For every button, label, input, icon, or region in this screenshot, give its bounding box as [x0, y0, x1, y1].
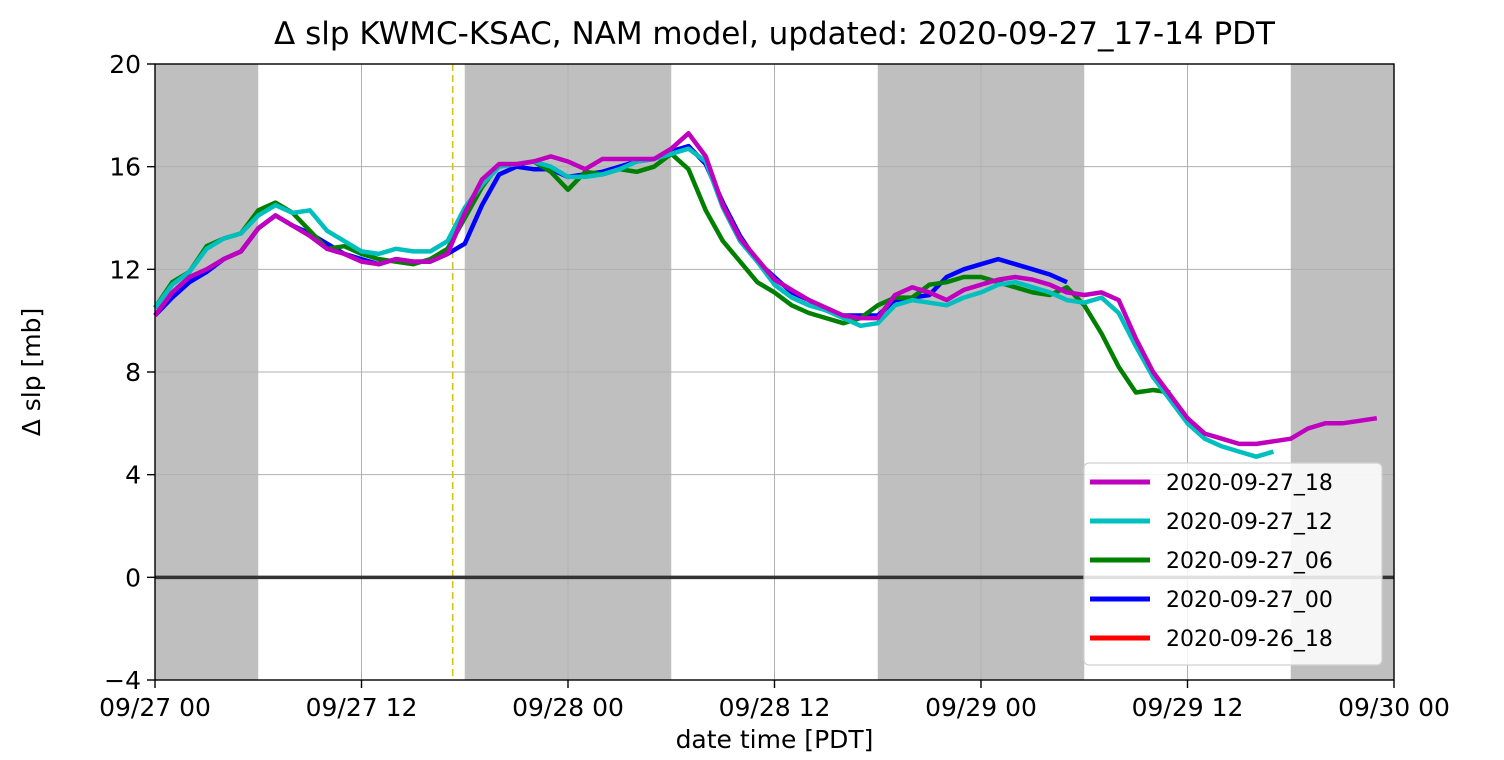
series-lines: [153, 131, 1378, 459]
chart-title: Δ slp KWMC-KSAC, NAM model, updated: 202…: [274, 16, 1276, 52]
y-tick-label: −4: [104, 666, 141, 695]
x-tick-label: 09/30 00: [1338, 693, 1450, 722]
legend: 2020-09-27_18 2020-09-27_12 2020-09-27_06 2…: [1083, 462, 1383, 666]
y-tick-label: 4: [125, 461, 141, 490]
series-line-2020-09-27_12: [153, 146, 1275, 459]
y-tick-label: 20: [109, 50, 141, 79]
series-line-2020-09-27_18: [153, 131, 1378, 447]
x-tick-label: 09/29 12: [1132, 693, 1244, 722]
legend-box: [1083, 462, 1383, 666]
x-tick-label: 09/28 12: [719, 693, 831, 722]
x-tick-label: 09/27 00: [99, 693, 211, 722]
x-tick-label: 09/28 00: [512, 693, 624, 722]
legend-label-2: 2020-09-27_06: [1166, 549, 1333, 574]
legend-label-4: 2020-09-26_18: [1166, 627, 1333, 652]
x-tick-label: 09/29 00: [925, 693, 1037, 722]
x-axis-label: date time [PDT]: [676, 725, 874, 754]
x-tick-label: 09/27 12: [306, 693, 418, 722]
legend-label-1: 2020-09-27_12: [1166, 510, 1333, 535]
legend-label-0: 2020-09-27_18: [1166, 471, 1333, 496]
y-tick-label: 8: [125, 358, 141, 387]
y-tick-label: 12: [109, 255, 141, 284]
legend-label-3: 2020-09-27_00: [1166, 588, 1333, 613]
y-tick-label: 0: [125, 563, 141, 592]
y-axis-label: Δ slp [mb]: [17, 308, 46, 437]
axis-ticks: −4 0 4 8 12 16 20 09/27 00 09/27 12 09/28 00 09/28…: [99, 50, 1450, 722]
y-tick-label: 16: [109, 153, 141, 182]
